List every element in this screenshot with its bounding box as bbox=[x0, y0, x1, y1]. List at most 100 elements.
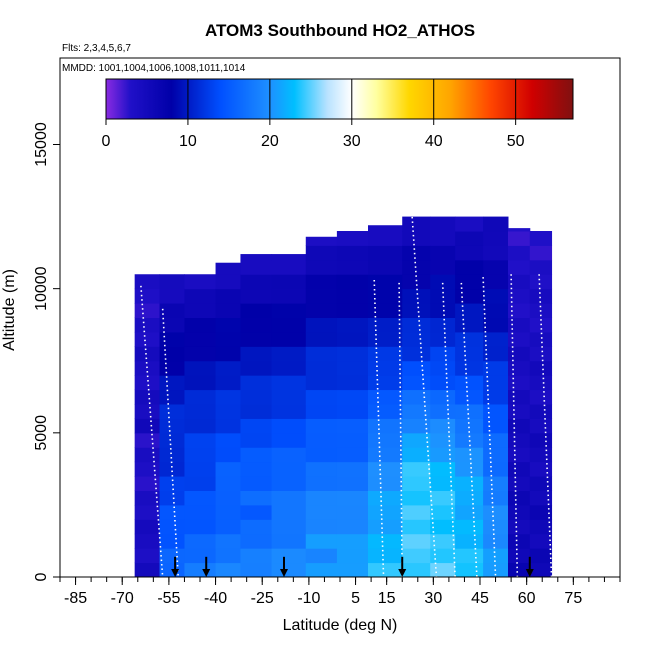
heatmap-cell bbox=[336, 432, 369, 448]
heatmap-cell bbox=[368, 562, 403, 577]
heatmap-cell bbox=[508, 389, 531, 405]
heatmap-cell bbox=[184, 360, 217, 376]
heatmap-cell bbox=[430, 317, 456, 333]
heatmap-cell bbox=[271, 288, 307, 304]
heatmap-cell bbox=[508, 245, 531, 261]
heatmap-cell bbox=[134, 461, 161, 477]
heatmap-cell bbox=[184, 288, 217, 304]
heatmap-cell bbox=[134, 447, 161, 463]
heatmap-cell bbox=[159, 303, 185, 318]
heatmap-cell bbox=[455, 259, 484, 275]
heatmap-cell bbox=[455, 303, 484, 318]
heatmap-cell bbox=[336, 317, 369, 333]
heatmap-cell bbox=[240, 533, 273, 549]
heatmap-column bbox=[215, 262, 241, 577]
heatmap-cell bbox=[430, 533, 456, 549]
heatmap-cell bbox=[336, 461, 369, 477]
heatmap-cell bbox=[430, 216, 456, 232]
heatmap-cell bbox=[402, 562, 431, 577]
heatmap-cell bbox=[159, 360, 185, 376]
heatmap-cell bbox=[215, 303, 241, 318]
heatmap-cell bbox=[240, 346, 273, 362]
heatmap-cell bbox=[455, 288, 484, 304]
heatmap-cell bbox=[215, 533, 241, 549]
heatmap-cell bbox=[455, 476, 484, 491]
heatmap-cell bbox=[215, 262, 241, 275]
heatmap-cell bbox=[336, 447, 369, 463]
heatmap-cell bbox=[508, 447, 531, 463]
heatmap-cell bbox=[159, 519, 185, 535]
flights-label: Flts: 2,3,4,5,6,7 bbox=[62, 43, 131, 54]
heatmap-cell bbox=[455, 519, 484, 535]
heatmap-cell bbox=[483, 331, 509, 347]
heatmap-cell bbox=[455, 447, 484, 463]
heatmap-cell bbox=[529, 346, 553, 362]
heatmap-cell bbox=[305, 447, 338, 463]
heatmap-cell bbox=[368, 346, 403, 362]
heatmap-cell bbox=[184, 476, 217, 491]
x-tick-label: 75 bbox=[564, 590, 582, 607]
arrow-marker bbox=[280, 556, 288, 577]
heatmap-cell bbox=[215, 447, 241, 463]
heatmap-column bbox=[483, 216, 509, 577]
heatmap-cell bbox=[305, 404, 338, 419]
heatmap-cell bbox=[402, 360, 431, 376]
x-tick-label: 5 bbox=[351, 590, 360, 607]
arrow-marker bbox=[171, 556, 180, 577]
heatmap-cell bbox=[134, 303, 161, 318]
heatmap-cell bbox=[402, 519, 431, 535]
heatmap-cell bbox=[159, 533, 185, 549]
heatmap-cell bbox=[529, 375, 553, 391]
heatmap-cell bbox=[215, 360, 241, 376]
heatmap-cell bbox=[184, 562, 217, 577]
heatmap-cell bbox=[455, 231, 484, 246]
heatmap-cell bbox=[483, 404, 509, 419]
heatmap-cell bbox=[402, 476, 431, 491]
heatmap-cell bbox=[336, 389, 369, 405]
heatmap-cell bbox=[483, 360, 509, 376]
heatmap-cell bbox=[271, 360, 307, 376]
heatmap-cell bbox=[336, 331, 369, 347]
flight-profile-line bbox=[140, 285, 164, 577]
heatmap-cell bbox=[215, 274, 241, 290]
heatmap-cell bbox=[508, 331, 531, 347]
heatmap-cell bbox=[336, 519, 369, 535]
heatmap-cell bbox=[402, 317, 431, 333]
heatmap-cell bbox=[305, 533, 338, 549]
heatmap-cell bbox=[134, 418, 161, 434]
heatmap-cell bbox=[430, 303, 456, 318]
heatmap-cell bbox=[184, 404, 217, 419]
heatmap-cell bbox=[368, 360, 403, 376]
heatmap-layer bbox=[134, 216, 553, 577]
heatmap-cell bbox=[336, 375, 369, 391]
heatmap-cell bbox=[508, 231, 531, 246]
arrow-markers bbox=[171, 556, 534, 577]
heatmap-cell bbox=[134, 404, 161, 419]
heatmap-cell bbox=[240, 360, 273, 376]
heatmap-cell bbox=[184, 533, 217, 549]
heatmap-cell bbox=[240, 562, 273, 577]
heatmap-column bbox=[336, 231, 369, 577]
heatmap-cell bbox=[430, 504, 456, 520]
heatmap-cell bbox=[305, 360, 338, 376]
heatmap-cell bbox=[271, 254, 307, 261]
heatmap-cell bbox=[368, 225, 403, 232]
heatmap-cell bbox=[430, 418, 456, 434]
heatmap-cell bbox=[240, 331, 273, 347]
heatmap-cell bbox=[240, 490, 273, 506]
heatmap-cell bbox=[508, 360, 531, 376]
heatmap-cell bbox=[529, 461, 553, 477]
heatmap-cell bbox=[336, 288, 369, 304]
heatmap-cell bbox=[430, 375, 456, 391]
heatmap-cell bbox=[430, 461, 456, 477]
heatmap-cell bbox=[271, 562, 307, 577]
heatmap-cell bbox=[240, 476, 273, 491]
heatmap-cell bbox=[271, 259, 307, 275]
heatmap-cell bbox=[240, 548, 273, 564]
heatmap-cell bbox=[215, 461, 241, 477]
heatmap-cell bbox=[483, 519, 509, 535]
heatmap-cell bbox=[184, 317, 217, 333]
heatmap-cell bbox=[336, 504, 369, 520]
heatmap-cell bbox=[215, 432, 241, 448]
